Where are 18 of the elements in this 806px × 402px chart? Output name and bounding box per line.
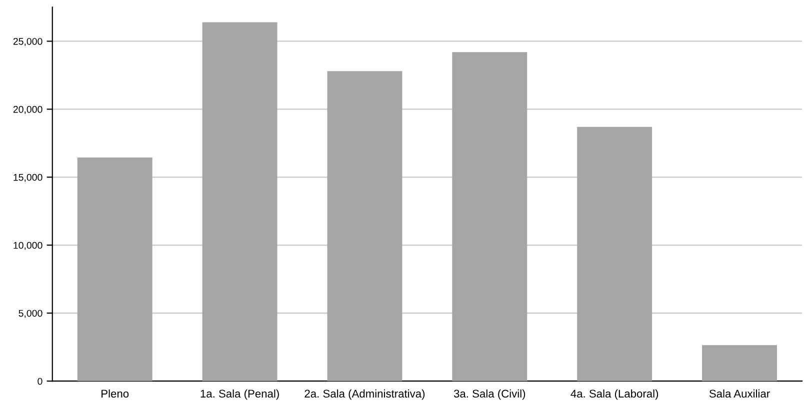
y-tick-label: 15,000 (14, 174, 42, 182)
x-tick-label: 4a. Sala (Laboral) (570, 389, 658, 400)
x-tick-label: 1a. Sala (Penal) (200, 389, 279, 400)
bar (202, 22, 278, 382)
bar (452, 52, 528, 382)
bar (702, 345, 777, 382)
y-tick-label: 5,000 (18, 310, 42, 318)
x-tick-label: 3a. Sala (Civil) (454, 389, 526, 400)
y-tick-label: 10,000 (14, 242, 42, 250)
bar (577, 126, 652, 382)
x-tick-label: Pleno (102, 389, 129, 398)
y-tick-label: 20,000 (13, 106, 42, 114)
y-tick-label: 0 (38, 378, 42, 385)
bar (327, 71, 402, 382)
x-tick-label: Sala Auxiliar (709, 389, 770, 398)
y-tick-label: 25,000 (13, 38, 42, 46)
x-tick-label: 2a. Sala (Administrativa) (304, 389, 425, 400)
bar (77, 157, 152, 382)
